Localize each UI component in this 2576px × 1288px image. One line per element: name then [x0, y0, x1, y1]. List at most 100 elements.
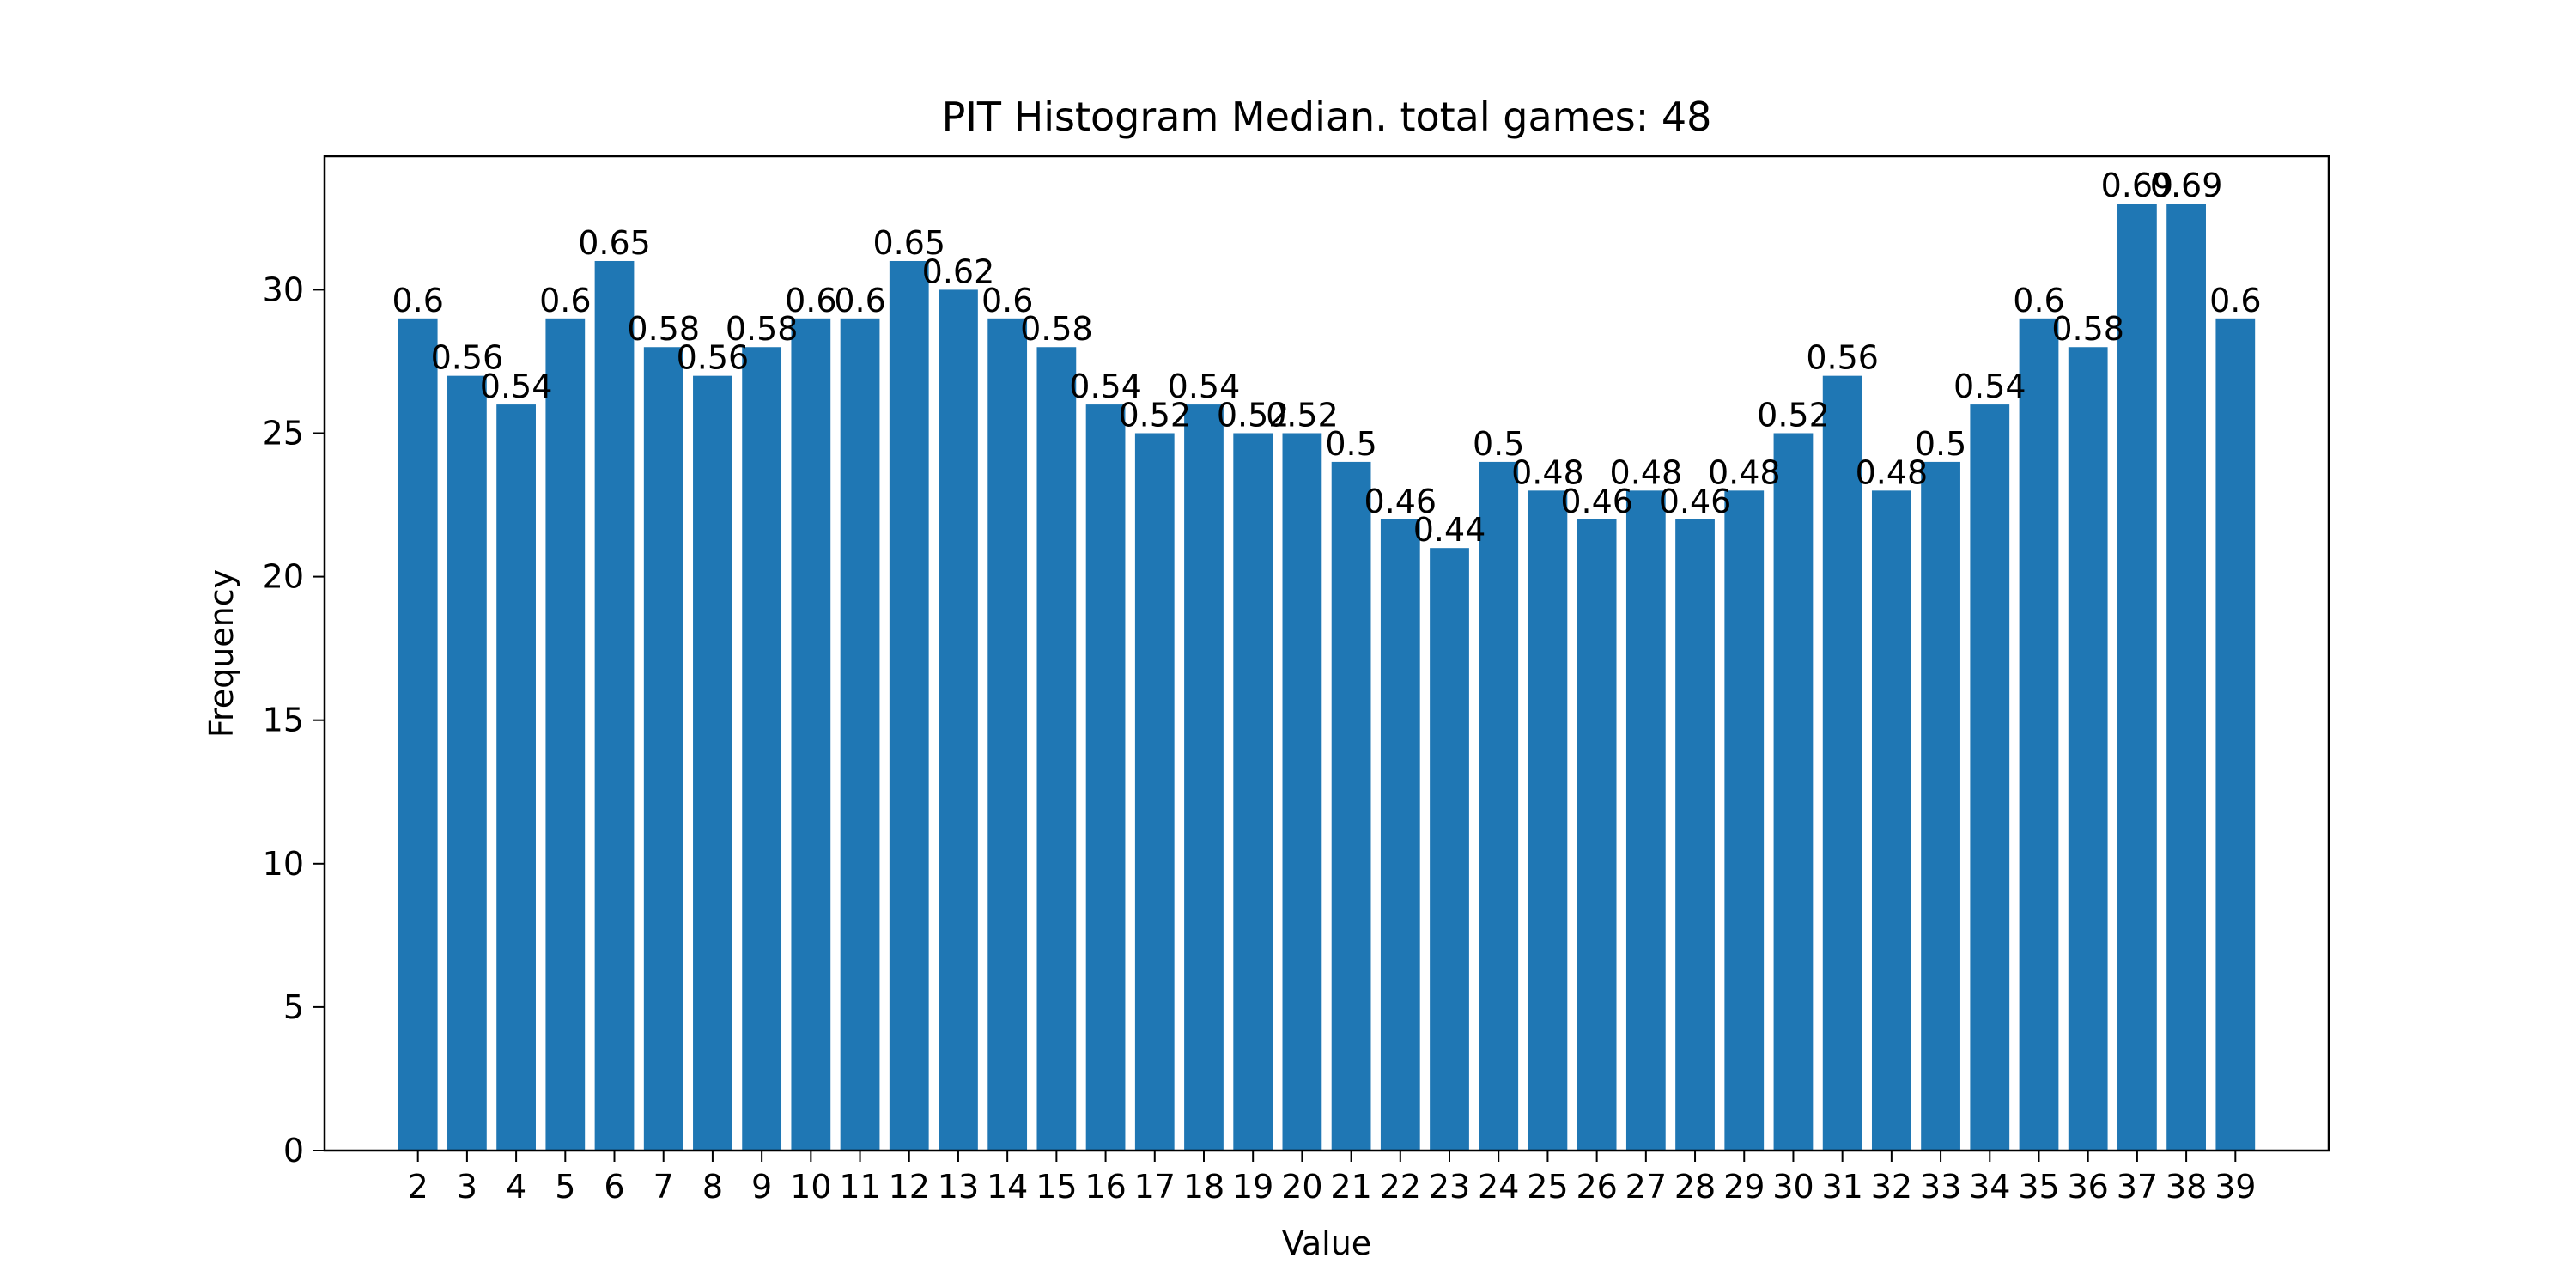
data-labels-group: 0.60.560.540.60.650.580.560.580.60.60.65…: [392, 167, 2261, 549]
data-label-27: 0.48: [1610, 453, 1683, 491]
bar-4: [496, 404, 536, 1151]
data-label-8: 0.56: [677, 339, 750, 377]
y-tick-label-30: 30: [263, 270, 304, 308]
bar-12: [889, 260, 929, 1151]
x-tick-label-5: 5: [555, 1168, 575, 1206]
x-tick-label-31: 31: [1821, 1168, 1862, 1206]
bar-2: [398, 318, 438, 1151]
data-label-5: 0.6: [539, 282, 591, 319]
x-tick-label-33: 33: [1920, 1168, 1961, 1206]
bar-24: [1479, 461, 1519, 1151]
bar-3: [447, 375, 487, 1151]
bar-39: [2215, 318, 2256, 1151]
data-label-14: 0.6: [981, 282, 1033, 319]
bar-8: [693, 375, 732, 1151]
data-label-32: 0.48: [1856, 453, 1929, 491]
data-label-19: 0.52: [1217, 397, 1290, 434]
data-label-15: 0.58: [1020, 310, 1093, 348]
x-tick-label-2: 2: [408, 1168, 428, 1206]
x-tick-label-8: 8: [702, 1168, 723, 1206]
data-label-20: 0.52: [1266, 397, 1339, 434]
data-label-11: 0.6: [834, 282, 885, 319]
x-tick-label-22: 22: [1380, 1168, 1421, 1206]
x-tick-label-37: 37: [2117, 1168, 2158, 1206]
bar-6: [594, 260, 635, 1151]
bar-17: [1134, 433, 1175, 1151]
x-tick-label-3: 3: [457, 1168, 477, 1206]
data-label-24: 0.5: [1473, 425, 1524, 463]
x-tick-label-39: 39: [2215, 1168, 2256, 1206]
data-label-4: 0.54: [480, 368, 553, 405]
y-tick-label-5: 5: [283, 988, 304, 1026]
plot-frame: [323, 155, 2330, 1152]
data-label-12: 0.65: [872, 224, 945, 262]
x-tick-label-10: 10: [790, 1168, 831, 1206]
x-tick-label-7: 7: [653, 1168, 674, 1206]
bar-10: [791, 318, 831, 1151]
x-tick-label-4: 4: [506, 1168, 526, 1206]
y-tick-label-20: 20: [263, 558, 304, 596]
x-tick-label-16: 16: [1084, 1168, 1126, 1206]
data-label-10: 0.6: [785, 282, 836, 319]
x-tick-label-12: 12: [889, 1168, 930, 1206]
bar-9: [742, 347, 782, 1151]
data-label-29: 0.48: [1708, 453, 1781, 491]
x-tick-label-13: 13: [938, 1168, 979, 1206]
data-label-26: 0.46: [1560, 483, 1633, 520]
y-axis: 0 5 10 15 20 25 30: [263, 270, 325, 1170]
data-label-35: 0.6: [2013, 282, 2064, 319]
x-tick-label-17: 17: [1134, 1168, 1176, 1206]
data-label-9: 0.58: [726, 310, 799, 348]
bar-5: [545, 318, 586, 1151]
x-tick-label-21: 21: [1330, 1168, 1371, 1206]
y-axis-label: Frequency: [203, 569, 240, 738]
x-tick-label-28: 28: [1674, 1168, 1716, 1206]
data-label-30: 0.52: [1757, 397, 1830, 434]
x-tick-label-11: 11: [839, 1168, 880, 1206]
data-label-6: 0.65: [578, 224, 651, 262]
y-tick-label-25: 25: [263, 415, 304, 453]
bar-35: [2019, 318, 2059, 1151]
data-label-21: 0.5: [1325, 425, 1376, 463]
x-axis: 2 3 4 5 6 7 8 9 10 11 12 13 14 15 16 17 18 19 20 21 22 23 24 25…: [408, 1151, 2256, 1206]
x-tick-label-19: 19: [1232, 1168, 1273, 1206]
bar-33: [1921, 461, 1960, 1151]
x-tick-label-26: 26: [1576, 1168, 1617, 1206]
y-tick-label-10: 10: [263, 845, 304, 883]
data-label-17: 0.52: [1118, 397, 1191, 434]
x-tick-label-29: 29: [1723, 1168, 1765, 1206]
bar-27: [1625, 490, 1666, 1151]
data-label-34: 0.54: [1953, 368, 2026, 405]
data-label-3: 0.56: [431, 339, 504, 377]
data-label-7: 0.58: [627, 310, 700, 348]
data-label-39: 0.6: [2209, 282, 2261, 319]
bar-18: [1184, 404, 1224, 1151]
bar-25: [1528, 490, 1568, 1151]
bar-30: [1773, 433, 1814, 1151]
y-tick-label-0: 0: [283, 1132, 304, 1170]
x-tick-label-9: 9: [751, 1168, 772, 1206]
data-label-31: 0.56: [1806, 339, 1879, 377]
x-tick-label-23: 23: [1429, 1168, 1470, 1206]
bars-group: [398, 204, 2256, 1151]
data-label-23: 0.44: [1413, 511, 1486, 549]
bar-20: [1282, 433, 1322, 1151]
bar-31: [1822, 375, 1862, 1151]
data-label-2: 0.6: [392, 282, 443, 319]
y-tick-label-15: 15: [263, 702, 304, 739]
bar-15: [1036, 347, 1077, 1151]
x-tick-label-20: 20: [1281, 1168, 1322, 1206]
x-tick-label-32: 32: [1871, 1168, 1912, 1206]
x-tick-label-30: 30: [1772, 1168, 1814, 1206]
bar-34: [1970, 404, 2010, 1151]
bar-16: [1085, 404, 1126, 1151]
bar-22: [1380, 519, 1420, 1151]
x-tick-label-14: 14: [987, 1168, 1028, 1206]
x-tick-label-27: 27: [1625, 1168, 1667, 1206]
data-label-25: 0.48: [1511, 453, 1584, 491]
bar-11: [840, 318, 880, 1151]
bar-36: [2068, 347, 2108, 1151]
bar-23: [1430, 548, 1469, 1151]
x-tick-label-6: 6: [604, 1168, 624, 1206]
